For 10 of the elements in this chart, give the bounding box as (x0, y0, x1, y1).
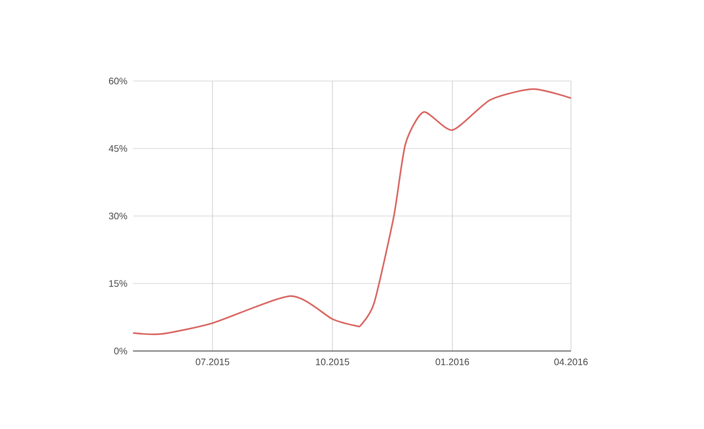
line-series (132, 88, 572, 336)
x-tick-label: 07.2015 (196, 358, 230, 366)
x-tick-label: 10.2015 (316, 358, 350, 366)
x-tick-label: 01.2016 (436, 358, 470, 366)
y-tick-label: 15% (109, 280, 128, 287)
y-tick-label: 60% (109, 78, 128, 84)
x-tick-label: 04.2016 (554, 358, 588, 366)
y-tick-label: 30% (108, 212, 128, 220)
y-tick-label: 0% (114, 348, 128, 354)
y-tick-label: 45% (108, 145, 128, 152)
